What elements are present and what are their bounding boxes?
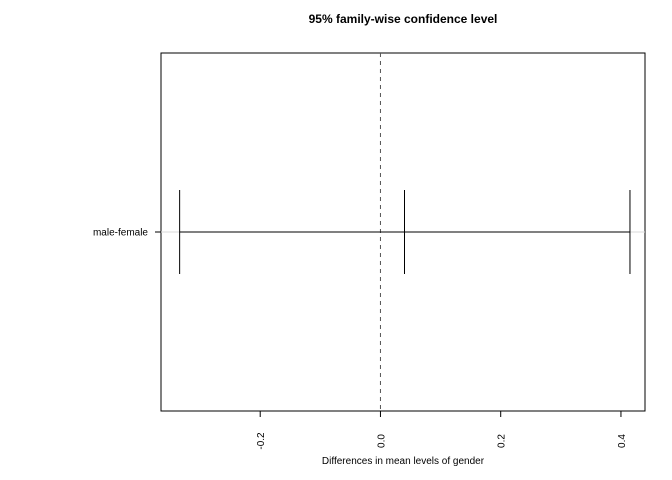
x-axis-label: Differences in mean levels of gender bbox=[322, 456, 485, 467]
y-axis: male-female bbox=[93, 228, 161, 239]
x-tick-label: 0.0 bbox=[376, 434, 387, 448]
x-axis: -0.2 0.0 0.2 0.4 bbox=[256, 410, 628, 450]
chart-marks bbox=[161, 53, 645, 411]
x-tick-label: -0.2 bbox=[256, 432, 267, 450]
chart-title: 95% family-wise confidence level bbox=[309, 12, 498, 26]
x-tick-label: 0.4 bbox=[617, 434, 628, 448]
y-tick-label: male-female bbox=[93, 228, 148, 239]
x-tick-label: 0.2 bbox=[497, 434, 508, 448]
